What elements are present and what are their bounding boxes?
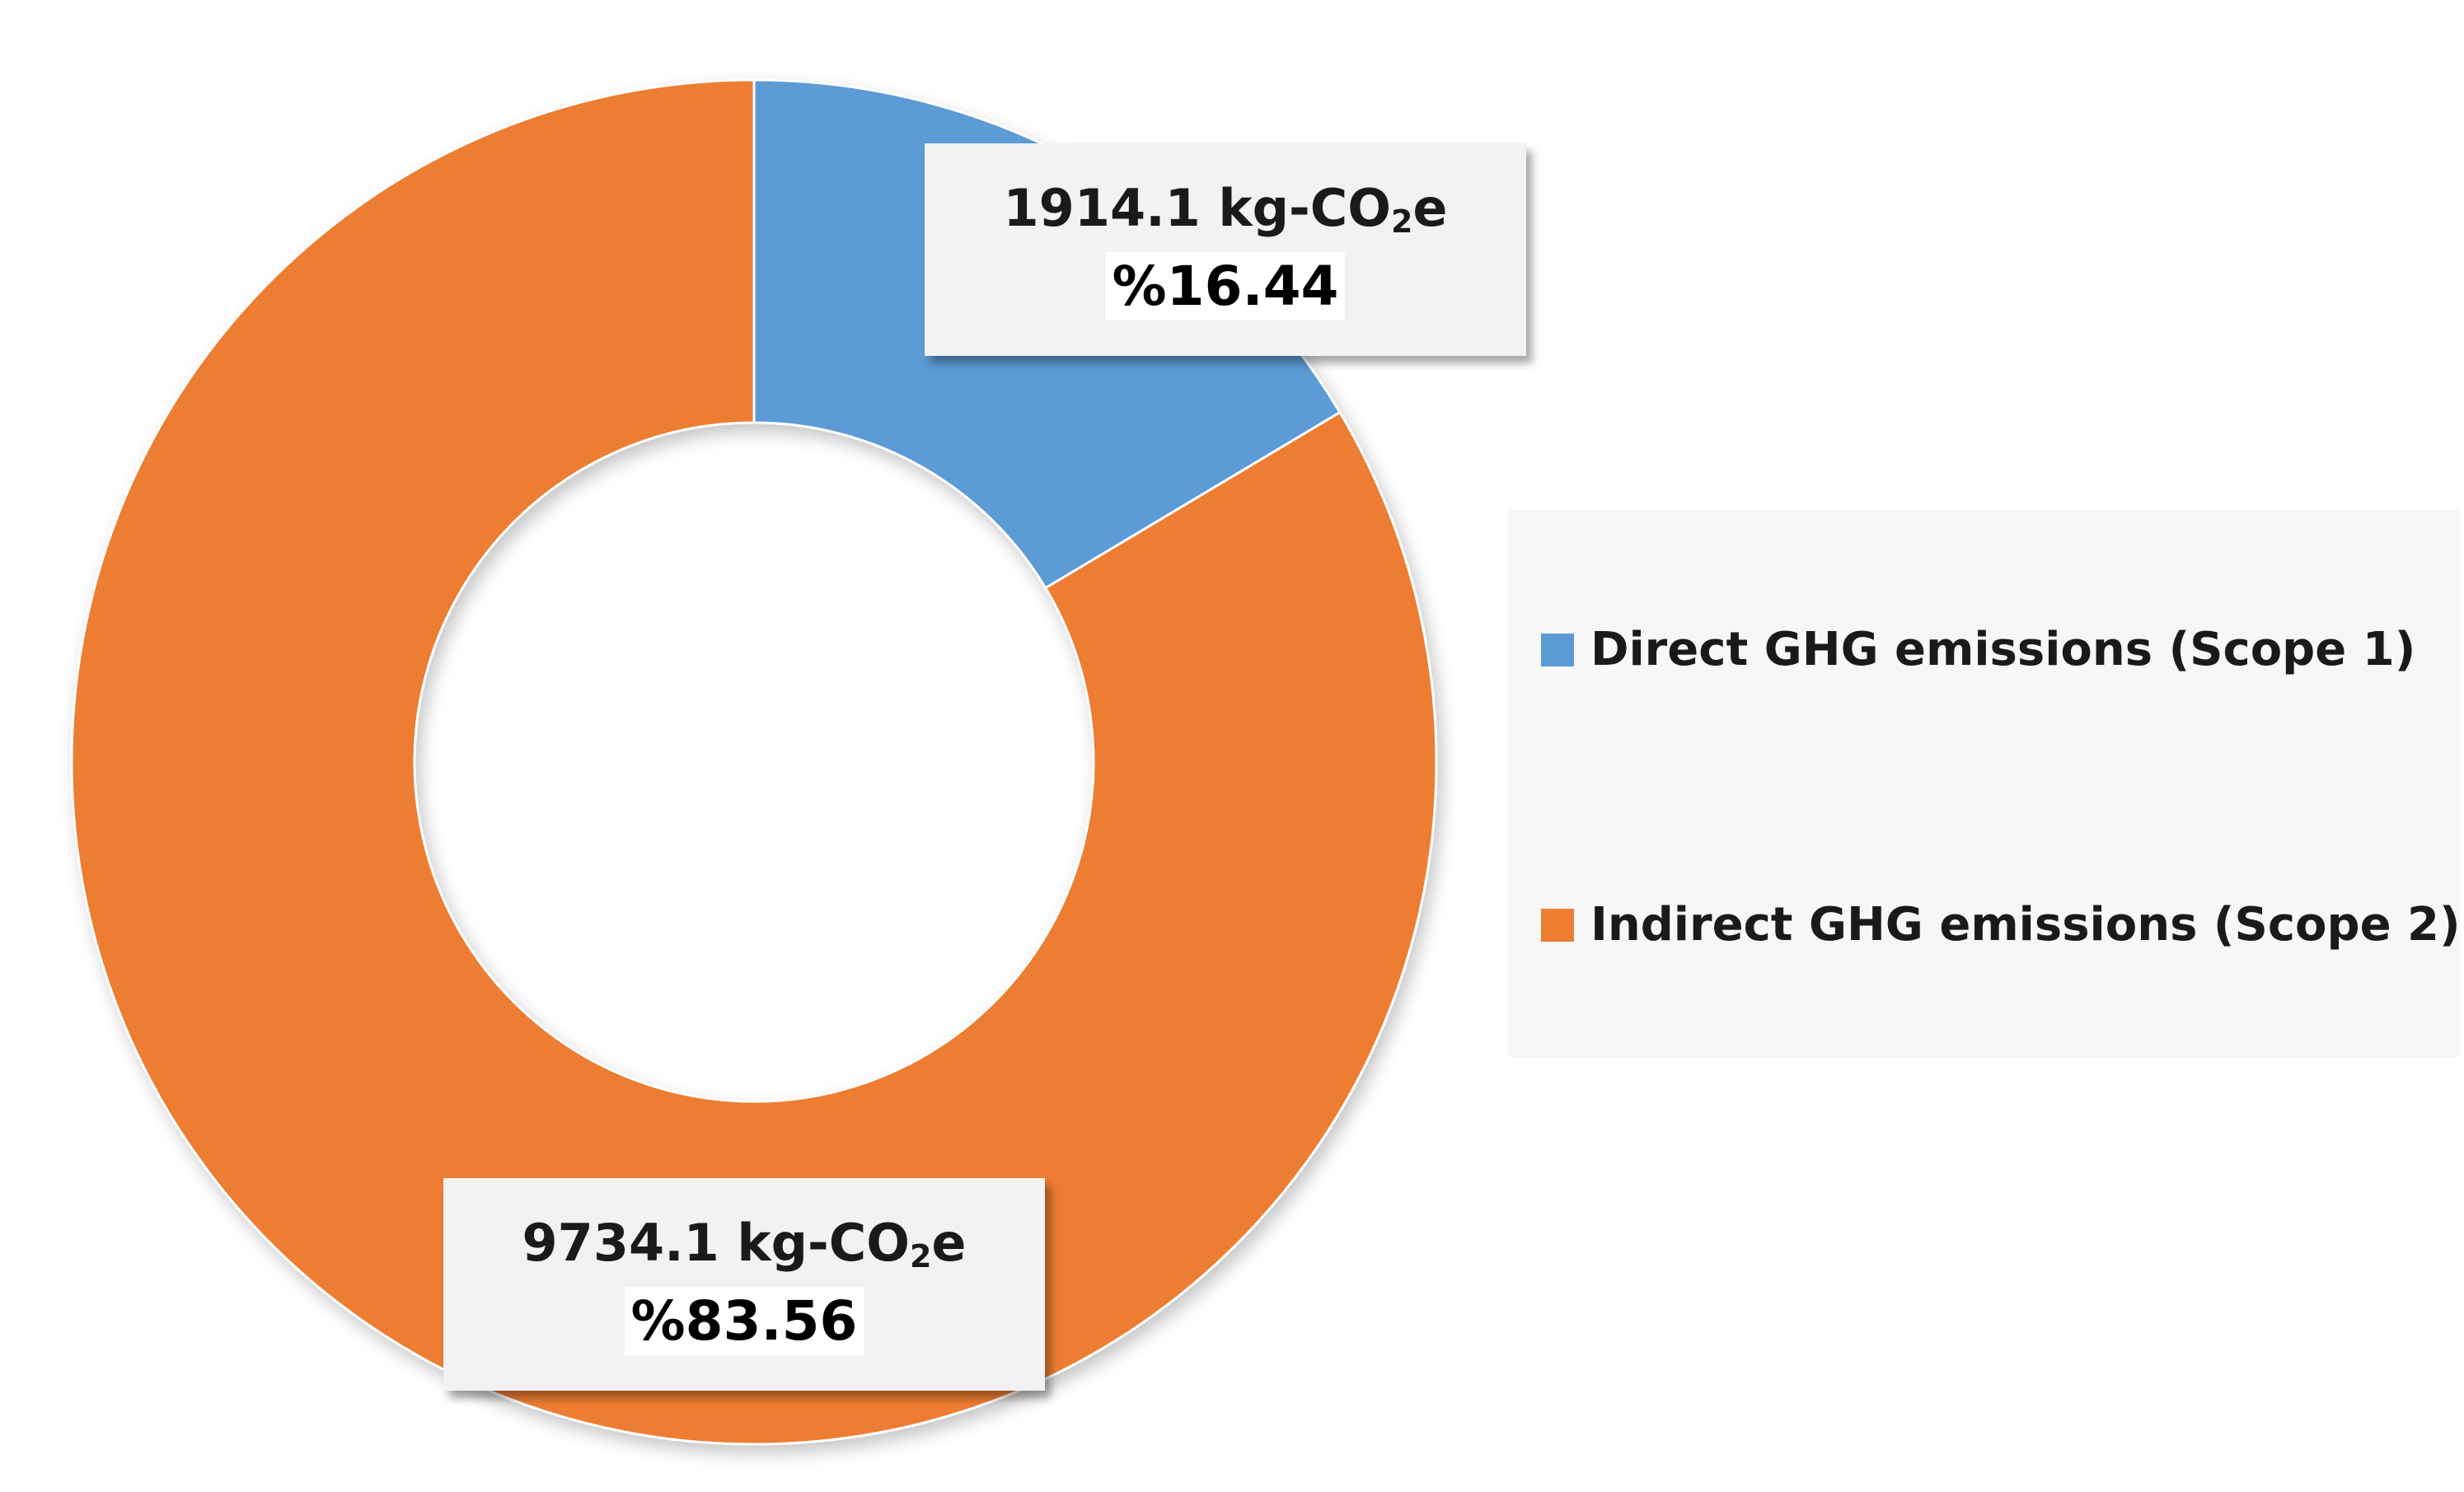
legend-label-scope-2: Indirect GHG emissions (Scope 2) xyxy=(1590,898,2461,952)
legend-item-scope-2: Indirect GHG emissions (Scope 2) xyxy=(1541,898,2461,952)
legend-swatch-scope-1 xyxy=(1541,633,1574,666)
data-label-scope-2-percent: %83.56 xyxy=(624,1286,864,1355)
legend-swatch-scope-2 xyxy=(1541,908,1574,942)
data-label-scope-1-percent: %16.44 xyxy=(1105,251,1346,320)
data-label-scope-1: 1914.1 kg-CO2e %16.44 xyxy=(925,143,1526,356)
data-label-scope-2-value: 9734.1 kg-CO2e xyxy=(522,1213,967,1275)
legend-item-scope-1: Direct GHG emissions (Scope 1) xyxy=(1541,623,2415,676)
data-label-scope-2: 9734.1 kg-CO2e %83.56 xyxy=(443,1178,1045,1391)
legend-label-scope-1: Direct GHG emissions (Scope 1) xyxy=(1590,623,2416,676)
legend: Direct GHG emissions (Scope 1) Indirect … xyxy=(1508,509,2461,1057)
data-label-scope-1-value: 1914.1 kg-CO2e xyxy=(1003,178,1448,241)
donut-slice-scope-2 xyxy=(70,78,1438,1446)
